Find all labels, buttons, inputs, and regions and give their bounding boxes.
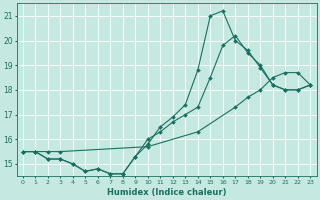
X-axis label: Humidex (Indice chaleur): Humidex (Indice chaleur) — [107, 188, 226, 197]
